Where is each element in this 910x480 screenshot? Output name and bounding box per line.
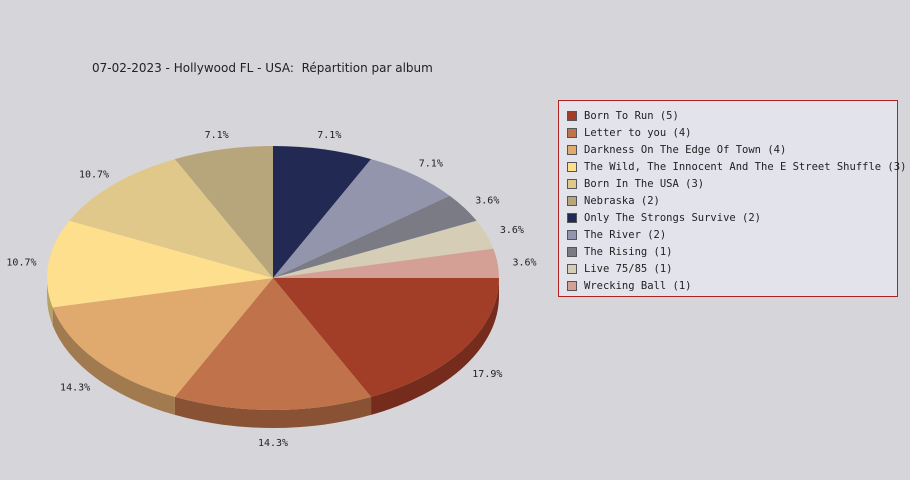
pie-label-5: 7.1% <box>205 130 229 141</box>
legend-item: Live 75/85 (1) <box>559 261 897 278</box>
pie-side-3 <box>47 278 53 326</box>
legend-swatch <box>567 247 577 257</box>
pie-side-2 <box>52 307 175 415</box>
pie-side-0 <box>371 278 499 415</box>
chart-title: 07-02-2023 - Hollywood FL - USA: Réparti… <box>92 61 433 75</box>
legend-label: Nebraska (2) <box>584 195 660 207</box>
legend-item: Nebraska (2) <box>559 193 897 210</box>
legend-item: The Wild, The Innocent And The E Street … <box>559 159 906 176</box>
legend-label: Letter to you (4) <box>584 127 692 139</box>
legend-label: The Rising (1) <box>584 246 673 258</box>
pie-label-7: 7.1% <box>419 158 443 169</box>
pie-label-0: 17.9% <box>472 369 502 380</box>
legend-item: Only The Strongs Survive (2) <box>559 210 897 227</box>
pie-label-2: 14.3% <box>60 382 90 393</box>
pie-slice-4 <box>69 159 273 278</box>
legend: Born To Run (5) Letter to you (4) Darkness… <box>558 100 906 297</box>
legend-swatch <box>567 179 577 189</box>
legend-label: The Wild, The Innocent And The E Street … <box>584 161 907 173</box>
legend-label: Only The Strongs Survive (2) <box>584 212 762 224</box>
legend-swatch <box>567 230 577 240</box>
legend-swatch <box>567 162 577 172</box>
pie-slice-0 <box>273 278 499 397</box>
legend-swatch <box>567 145 577 155</box>
pie-label-1: 14.3% <box>258 438 288 449</box>
legend-swatch <box>567 128 577 138</box>
legend-label: Live 75/85 (1) <box>584 263 673 275</box>
legend-item: Darkness On The Edge Of Town (4) <box>559 142 897 159</box>
legend-swatch <box>567 196 577 206</box>
pie-slice-6 <box>273 146 372 278</box>
legend-item: The River (2) <box>559 227 897 244</box>
pie-slice-9 <box>273 220 494 278</box>
legend-item: Letter to you (4) <box>559 125 897 142</box>
pie-side-1 <box>174 396 372 428</box>
pie-label-3: 10.7% <box>6 257 36 268</box>
legend-item: Born In The USA (3) <box>559 176 897 193</box>
legend-swatch <box>567 213 577 223</box>
pie-3d-sides <box>47 278 499 428</box>
legend-swatch <box>567 264 577 274</box>
legend-label: Wrecking Ball (1) <box>584 280 692 292</box>
pie-slice-10 <box>273 248 499 278</box>
legend-item: Born To Run (5) <box>559 108 897 125</box>
pie-slice-2 <box>52 278 273 397</box>
pie-label-8: 3.6% <box>475 195 499 206</box>
legend-label: Darkness On The Edge Of Town (4) <box>584 144 787 156</box>
legend-label: Born To Run (5) <box>584 110 679 122</box>
pie-label-6: 7.1% <box>317 130 341 141</box>
pie-slice-1 <box>174 278 372 410</box>
pie-slice-7 <box>273 159 450 278</box>
pie-label-9: 3.6% <box>500 225 524 236</box>
pie-label-10: 3.6% <box>512 257 536 268</box>
legend-item: Wrecking Ball (1) <box>559 278 897 295</box>
pie-slice-5 <box>174 146 273 278</box>
pie-percentage-labels: 17.9% 14.3% 14.3% 10.7% 10.7% 7.1% 7.1% 7.1% 3.6… <box>6 130 536 449</box>
legend-label: Born In The USA (3) <box>584 178 705 190</box>
pie-slice-8 <box>273 195 477 278</box>
pie-slice-3 <box>46 220 273 308</box>
legend-item: The Rising (1) <box>559 244 897 261</box>
legend-swatch <box>567 281 577 291</box>
pie-slices <box>46 146 499 410</box>
legend-swatch <box>567 111 577 121</box>
legend-label: The River (2) <box>584 229 667 241</box>
pie-label-4: 10.7% <box>79 169 109 180</box>
